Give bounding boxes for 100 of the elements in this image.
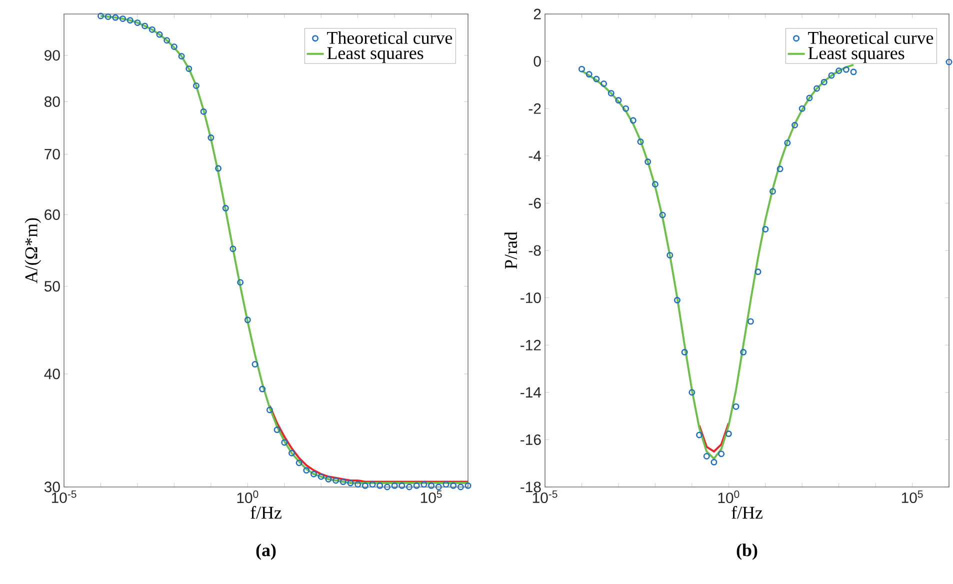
x-tick-label: 10$^{0}$	[237, 490, 258, 504]
point	[112, 14, 119, 21]
point	[435, 484, 442, 490]
point	[659, 212, 666, 218]
point	[120, 15, 126, 22]
point	[274, 426, 280, 434]
point	[666, 252, 674, 258]
point	[156, 31, 163, 38]
point	[740, 348, 747, 356]
point	[208, 134, 214, 141]
legend-label: Least squares	[808, 47, 904, 63]
y-axis-title: P/rad	[504, 232, 518, 269]
point	[593, 76, 600, 82]
point	[296, 460, 302, 466]
point	[630, 117, 636, 124]
point	[450, 482, 457, 489]
point	[718, 450, 725, 458]
point	[200, 108, 207, 115]
point	[384, 484, 390, 490]
point	[814, 85, 820, 92]
point	[134, 19, 141, 26]
point	[769, 188, 776, 195]
point	[828, 72, 835, 79]
point	[442, 481, 450, 488]
text: (b)	[736, 544, 758, 560]
point	[325, 476, 332, 482]
point	[710, 458, 718, 466]
point	[608, 90, 614, 96]
point	[688, 389, 696, 396]
y-tick-label: 50	[44, 280, 60, 292]
point	[222, 204, 229, 212]
point	[332, 477, 340, 484]
y-tick-label: 60	[44, 209, 60, 220]
y-tick-label: -18	[520, 482, 541, 492]
point	[237, 279, 244, 286]
point	[354, 481, 362, 488]
point	[126, 17, 134, 24]
point	[406, 484, 412, 490]
point	[252, 361, 258, 368]
y-tick-label: -12	[520, 340, 541, 350]
point	[288, 450, 295, 456]
point	[413, 482, 420, 489]
point	[281, 439, 288, 446]
point	[798, 105, 806, 112]
point	[398, 482, 406, 489]
point	[259, 386, 266, 392]
point	[820, 78, 828, 86]
point	[747, 318, 754, 325]
point	[754, 268, 762, 276]
point	[457, 484, 464, 490]
x-axis-title: f/Hz	[250, 506, 282, 519]
point	[362, 482, 368, 489]
point	[318, 473, 324, 480]
point	[622, 105, 630, 112]
x-tick-label: 10$^{0}$	[718, 490, 740, 504]
point	[369, 481, 376, 488]
point	[652, 181, 658, 188]
point	[600, 80, 608, 88]
y-tick-label: -8	[528, 245, 541, 256]
x-tick-label: 10$^{5}$	[420, 490, 442, 504]
line-series	[580, 64, 855, 460]
point	[776, 166, 784, 172]
point	[836, 68, 842, 74]
y-tick-label: 80	[44, 96, 60, 107]
point	[586, 71, 592, 78]
y-tick-label: 0	[534, 56, 541, 67]
point	[428, 482, 435, 489]
point	[696, 432, 703, 438]
point	[732, 403, 740, 410]
y-tick-label: 30	[44, 482, 60, 492]
point	[762, 226, 769, 232]
point	[347, 480, 354, 486]
legend-label: Theoretical curve	[327, 31, 452, 44]
point	[97, 12, 104, 20]
point	[464, 482, 472, 489]
point	[192, 82, 200, 90]
legend-label: Least squares	[327, 47, 424, 63]
point	[303, 467, 310, 474]
point	[391, 482, 398, 489]
y-tick-label: 2	[534, 8, 541, 20]
text: (a)	[256, 544, 276, 560]
point	[637, 138, 644, 145]
point	[725, 430, 732, 438]
y-axis-title: A/(Ω*m)	[24, 218, 42, 284]
point	[644, 158, 652, 166]
x-axis-title: f/Hz	[732, 506, 762, 519]
point	[806, 94, 813, 102]
point	[376, 482, 384, 489]
line-series	[698, 422, 730, 453]
point	[142, 22, 148, 30]
point	[340, 478, 346, 486]
point	[703, 452, 710, 460]
point	[850, 68, 857, 76]
point	[186, 65, 192, 72]
point	[792, 122, 798, 128]
y-tick-label: -10	[520, 292, 541, 304]
point	[104, 13, 112, 20]
point	[164, 37, 170, 44]
point	[170, 43, 178, 50]
point	[784, 140, 791, 146]
